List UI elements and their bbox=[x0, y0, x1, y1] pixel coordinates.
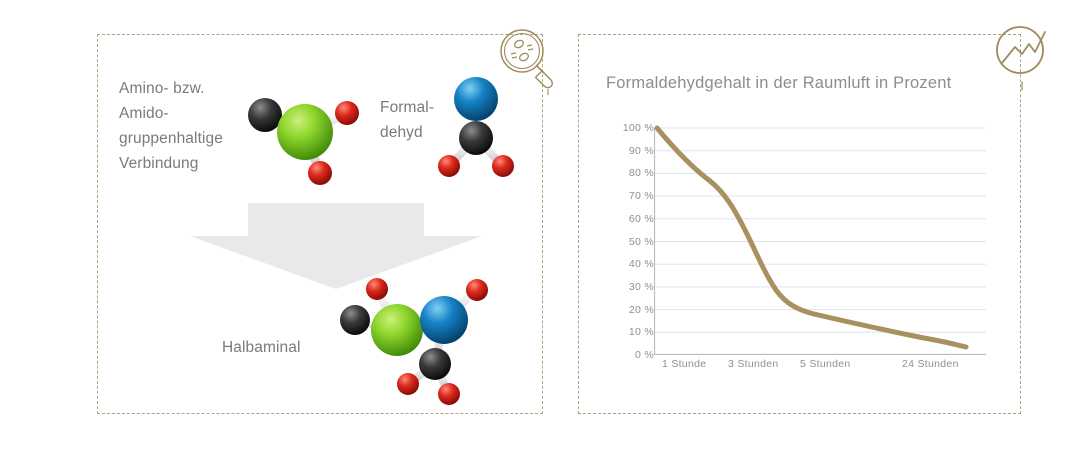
y-axis-tick: 20 % bbox=[628, 303, 654, 316]
y-axis-tick: 30 % bbox=[628, 280, 654, 293]
formaldehyde-label-line-1: Formal- bbox=[380, 99, 435, 116]
x-axis-tick: 5 Stunden bbox=[800, 358, 851, 370]
y-axis-tick: 80 % bbox=[628, 167, 654, 180]
reactant-label-line-1: Amino- bzw. bbox=[119, 80, 205, 97]
grid-lines bbox=[654, 127, 986, 333]
line-chart: 100 % 90 % 80 % 70 % 60 % 50 % 40 % 30 %… bbox=[606, 120, 986, 370]
magnifier-molecule-icon bbox=[497, 25, 563, 95]
y-axis-tick: 70 % bbox=[628, 190, 654, 203]
y-axis-tick: 60 % bbox=[628, 212, 654, 225]
y-axis-tick: 90 % bbox=[628, 144, 654, 157]
reactant-label-line-4: Verbindung bbox=[119, 155, 199, 172]
down-arrow-icon bbox=[190, 203, 482, 289]
formaldehyde-label: Formal- dehyd bbox=[380, 95, 490, 145]
reactant-label: Amino- bzw. Amido- gruppenhaltige Verbin… bbox=[119, 76, 304, 176]
trend-chart-icon bbox=[989, 22, 1055, 92]
reactant-label-line-2: Amido- bbox=[119, 105, 169, 122]
x-axis-tick: 3 Stunden bbox=[728, 358, 779, 370]
y-axis-tick: 100 % bbox=[622, 122, 654, 134]
data-line bbox=[654, 125, 969, 350]
amine-compound-molecule bbox=[235, 80, 375, 195]
y-axis-tick: 50 % bbox=[628, 235, 654, 248]
chart-plot bbox=[654, 125, 986, 355]
halbaminal-molecule bbox=[325, 272, 510, 407]
chart-title: Formaldehydgehalt in der Raumluft in Pro… bbox=[606, 74, 952, 92]
y-axis-tick: 0 % bbox=[635, 349, 654, 361]
chart-panel bbox=[578, 34, 1021, 414]
formaldehyde-molecule bbox=[432, 66, 520, 188]
formaldehyde-label-line-2: dehyd bbox=[380, 124, 423, 141]
x-axis-tick: 24 Stunden bbox=[902, 358, 959, 370]
reaction-panel bbox=[97, 34, 543, 414]
y-axis-tick: 40 % bbox=[628, 258, 654, 271]
product-label: Halbaminal bbox=[222, 339, 301, 356]
x-axis-tick: 1 Stunde bbox=[662, 358, 707, 370]
reactant-label-line-3: gruppenhaltige bbox=[119, 130, 223, 147]
y-axis-tick: 10 % bbox=[628, 326, 654, 339]
